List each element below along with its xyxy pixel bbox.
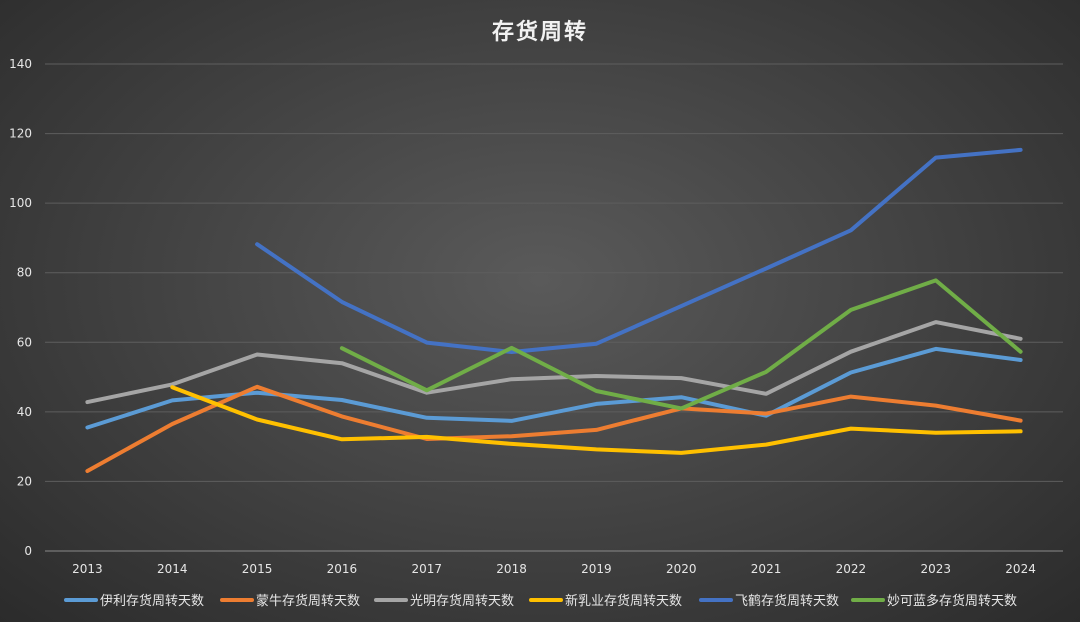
legend-label: 蒙牛存货周转天数 [256, 593, 360, 609]
x-tick-label: 2014 [157, 562, 188, 576]
series-line [255, 147, 1023, 354]
x-tick-label: 2016 [327, 562, 358, 576]
x-tick-label: 2013 [72, 562, 103, 576]
x-tick-label: 2022 [836, 562, 867, 576]
series-path [85, 320, 1023, 405]
y-tick-label: 80 [17, 266, 32, 280]
grid-layer [45, 63, 1063, 552]
series-layer [85, 147, 1023, 473]
legend-label: 光明存货周转天数 [410, 593, 514, 609]
legend-item: 伊利存货周转天数 [64, 593, 204, 609]
series-line [170, 385, 1023, 455]
y-tick-label: 40 [17, 405, 32, 419]
x-tick-label: 2017 [411, 562, 442, 576]
legend-label: 新乳业存货周转天数 [565, 593, 682, 609]
y-tick-label: 100 [9, 196, 32, 210]
chart-title: 存货周转 [491, 20, 588, 45]
legend-item: 飞鹤存货周转天数 [699, 593, 839, 609]
y-tick-label: 20 [17, 474, 32, 488]
series-line [85, 384, 1023, 473]
series-path [170, 385, 1023, 455]
series-path [85, 346, 1023, 430]
y-tick-label: 120 [9, 127, 32, 141]
x-tick-label: 2018 [496, 562, 527, 576]
legend: 伊利存货周转天数 蒙牛存货周转天数 光明存货周转天数 新乳业存货周转天数 飞鹤存货周转天… [64, 593, 1017, 609]
series-path [255, 147, 1023, 354]
x-tick-label: 2015 [242, 562, 273, 576]
legend-label: 妙可蓝多存货周转天数 [887, 593, 1017, 609]
y-tick-label: 60 [17, 335, 32, 349]
y-tick-label: 0 [24, 544, 32, 558]
series-line [339, 278, 1023, 411]
series-line [85, 346, 1023, 430]
legend-item: 妙可蓝多存货周转天数 [851, 593, 1017, 609]
series-path [339, 278, 1023, 411]
legend-item: 新乳业存货周转天数 [529, 593, 682, 609]
y-tick-label: 140 [9, 57, 32, 71]
legend-item: 蒙牛存货周转天数 [220, 593, 360, 609]
legend-item: 光明存货周转天数 [374, 593, 514, 609]
x-tick-label: 2021 [751, 562, 782, 576]
legend-label: 飞鹤存货周转天数 [735, 593, 839, 609]
series-line [85, 320, 1023, 405]
legend-label: 伊利存货周转天数 [100, 593, 204, 609]
series-path [85, 384, 1023, 473]
x-tick-label: 2024 [1005, 562, 1036, 576]
x-tick-label: 2019 [581, 562, 612, 576]
x-tick-label: 2023 [920, 562, 951, 576]
x-tick-label: 2020 [666, 562, 697, 576]
axis-layer: 0 20 40 60 80 100 120 140 2013 2014 2015 2016 2017 20… [9, 57, 1036, 576]
